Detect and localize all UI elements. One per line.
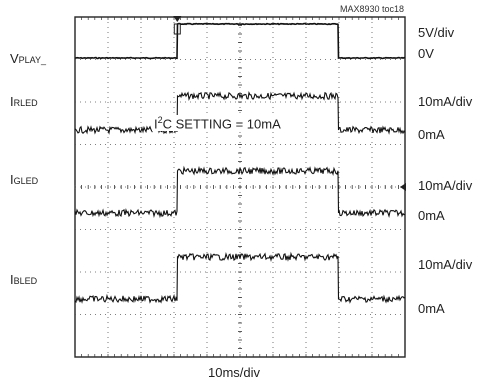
setting-rest: C SETTING = 10mA — [162, 116, 281, 132]
channel-label-main: V — [10, 51, 19, 66]
scale-label-ibled: 10mA/div — [418, 257, 473, 272]
setting-prefix: I — [154, 116, 158, 132]
level-marker — [400, 183, 406, 191]
channel-label-irled: IRLED — [10, 94, 38, 109]
trace-bled — [74, 251, 406, 304]
time-scale-label: 10ms/div — [208, 365, 261, 380]
setting-annotation: I2C SETTING = 10mA — [152, 115, 283, 132]
trigger-level-marker — [173, 23, 181, 35]
channel-label-sub: RLED — [13, 98, 38, 108]
channel-label-main: I — [10, 272, 14, 287]
trace-gled — [74, 165, 406, 219]
trace-play — [75, 22, 405, 60]
zero-label-irled: 0mA — [418, 127, 445, 142]
trigger-marker — [173, 16, 182, 22]
traces — [74, 22, 406, 304]
grid — [74, 16, 406, 358]
scale-label-igled: 10mA/div — [418, 178, 473, 193]
trace-rled — [74, 91, 406, 135]
channel-label-main: I — [10, 172, 14, 187]
channel-label-igled: IGLED — [10, 172, 38, 187]
channel-label-sub: GLED — [13, 176, 39, 186]
channel-label-sub: PLAY_ — [18, 55, 47, 65]
figure-id: MAX8930 toc18 — [340, 4, 405, 14]
scale-label-vplay: 5V/div — [418, 25, 455, 40]
scale-label-irled: 10mA/div — [418, 94, 473, 109]
channel-label-vplay: VPLAY_ — [10, 51, 46, 66]
setting-superscript: 2 — [157, 115, 163, 125]
channel-label-main: I — [10, 94, 14, 109]
markers — [173, 16, 406, 191]
zero-label-igled: 0mA — [418, 208, 445, 223]
zero-label-ibled: 0mA — [418, 301, 445, 316]
channel-label-ibled: IBLED — [10, 272, 37, 287]
channel-label-sub: BLED — [13, 276, 38, 286]
zero-label-vplay: 0V — [418, 46, 434, 61]
